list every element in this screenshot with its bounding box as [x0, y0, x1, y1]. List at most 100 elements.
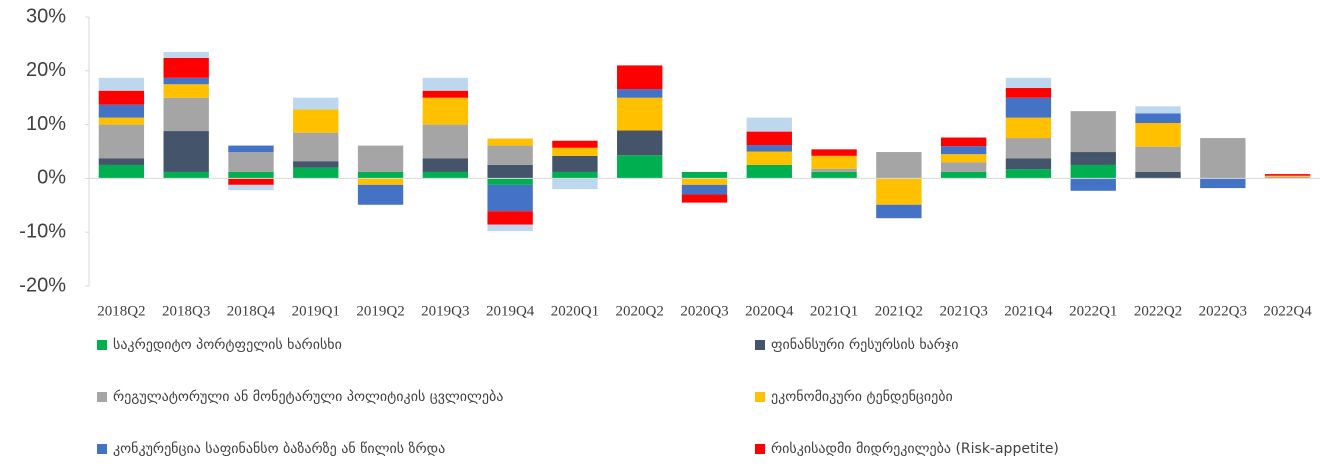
- x-tick-label: 2021Q2: [875, 303, 923, 319]
- bar-segment: [487, 224, 533, 232]
- bar-segment: [163, 77, 209, 85]
- bar-segment: [163, 84, 209, 98]
- bar-segment: [681, 178, 728, 185]
- bar-segment: [617, 89, 663, 98]
- x-tick-label: 2021Q4: [1004, 303, 1053, 319]
- bar-segment: [228, 145, 274, 153]
- x-tick-label: 2022Q2: [1134, 303, 1182, 319]
- bar-segment: [422, 158, 469, 172]
- bar-segment: [811, 168, 857, 172]
- bar-segment: [746, 131, 792, 146]
- bar-segment: [552, 155, 598, 172]
- x-tick-label: 2018Q2: [97, 303, 145, 319]
- bar-segment: [357, 171, 404, 179]
- x-tick-label: 2018Q3: [162, 303, 210, 319]
- y-tick-label: 10%: [26, 113, 66, 135]
- legend-label: რისკისადმი მიდრეკილება (Risk-appetite): [771, 440, 1059, 457]
- legend-swatch: [97, 340, 107, 350]
- legend-swatch: [755, 340, 765, 350]
- bar-segment: [487, 211, 533, 225]
- bar-segment: [163, 131, 209, 172]
- legend-label: ეკონომიკური ტენდენციები: [771, 388, 953, 405]
- bar-segment: [422, 77, 469, 91]
- x-tick-label: 2019Q2: [356, 303, 404, 319]
- bar-segment: [487, 138, 533, 146]
- x-tick-label: 2021Q1: [810, 303, 858, 319]
- bar-segment: [681, 171, 728, 179]
- bar-segment: [1264, 176, 1311, 179]
- x-tick-label: 2021Q3: [939, 303, 987, 319]
- legend-label: რეგულატორული ან მონეტარული პოლიტიკის ცვლ…: [113, 388, 503, 405]
- bar-segment: [98, 124, 145, 159]
- bar-segment: [293, 109, 339, 133]
- bar-segment: [1005, 97, 1052, 118]
- legend-swatch: [97, 392, 107, 402]
- bar-segment: [422, 124, 469, 159]
- bar-segment: [552, 147, 598, 156]
- bar-segment: [876, 178, 922, 205]
- bar-segment: [163, 97, 209, 132]
- bar-segment: [98, 90, 145, 105]
- bar-segment: [422, 97, 469, 125]
- bar-segment: [293, 161, 339, 168]
- x-tick-label: 2020Q3: [680, 303, 728, 319]
- bar-segment: [746, 145, 792, 152]
- bar-segment: [876, 152, 922, 179]
- x-tick-label: 2020Q4: [745, 303, 794, 319]
- bar-segment: [228, 152, 274, 172]
- bar-segment: [228, 178, 274, 185]
- y-tick-label: -20%: [19, 274, 66, 296]
- legend-label: ფინანსური რესურსის ხარჯი: [771, 336, 959, 353]
- bar-segment: [1135, 146, 1181, 172]
- bar-segment: [617, 155, 663, 179]
- bar-segment: [552, 178, 598, 190]
- bar-segment: [98, 77, 145, 91]
- bar-segment: [1005, 117, 1052, 139]
- bar-segment: [98, 164, 145, 179]
- bar-segment: [940, 137, 987, 147]
- x-tick-label: 2022Q3: [1199, 303, 1247, 319]
- bar-segment: [293, 97, 339, 110]
- bar-segment: [811, 171, 857, 179]
- bar-segment: [1070, 178, 1116, 191]
- y-tick-label: 20%: [26, 59, 66, 81]
- bar-segment: [1264, 174, 1311, 176]
- bar-segment: [746, 164, 792, 179]
- bar-segment: [487, 164, 533, 179]
- bar-segment: [163, 51, 209, 58]
- bar-segment: [746, 151, 792, 165]
- y-tick-label: -10%: [19, 220, 66, 242]
- x-tick-label: 2022Q1: [1069, 303, 1117, 319]
- bar-segment: [1005, 77, 1052, 89]
- bar-segment: [357, 145, 404, 172]
- bar-segment: [357, 184, 404, 205]
- bar-segment: [811, 149, 857, 156]
- bar-segment: [163, 171, 209, 179]
- x-tick-label: 2018Q4: [227, 303, 276, 319]
- bar-segment: [1135, 106, 1181, 114]
- legend-label: კონკურენცია საფინანსო ბაზარზე ან წილის ზ…: [113, 440, 445, 457]
- bar-segment: [228, 171, 274, 179]
- legend-swatch: [755, 392, 765, 402]
- bar-segment: [1005, 138, 1052, 159]
- bar-segment: [1135, 122, 1181, 147]
- bar-segment: [1200, 178, 1246, 189]
- bar-segment: [98, 117, 145, 125]
- y-tick-label: 30%: [26, 5, 66, 27]
- bar-segment: [487, 145, 533, 165]
- bar-segment: [1005, 169, 1052, 179]
- legend-label: საკრედიტო პორტფელის ხარისხი: [113, 336, 342, 353]
- bar-segment: [98, 104, 145, 118]
- bar-segment: [617, 65, 663, 90]
- bar-segment: [1070, 152, 1116, 165]
- legend-swatch: [755, 444, 765, 454]
- x-tick-label: 2020Q1: [551, 303, 599, 319]
- x-tick-label: 2020Q2: [616, 303, 664, 319]
- legend-swatch: [97, 444, 107, 454]
- bar-segment: [1135, 113, 1181, 123]
- bar-segment: [940, 171, 987, 179]
- bar-segment: [1005, 88, 1052, 98]
- bar-segment: [811, 155, 857, 169]
- bar-segment: [1070, 164, 1116, 179]
